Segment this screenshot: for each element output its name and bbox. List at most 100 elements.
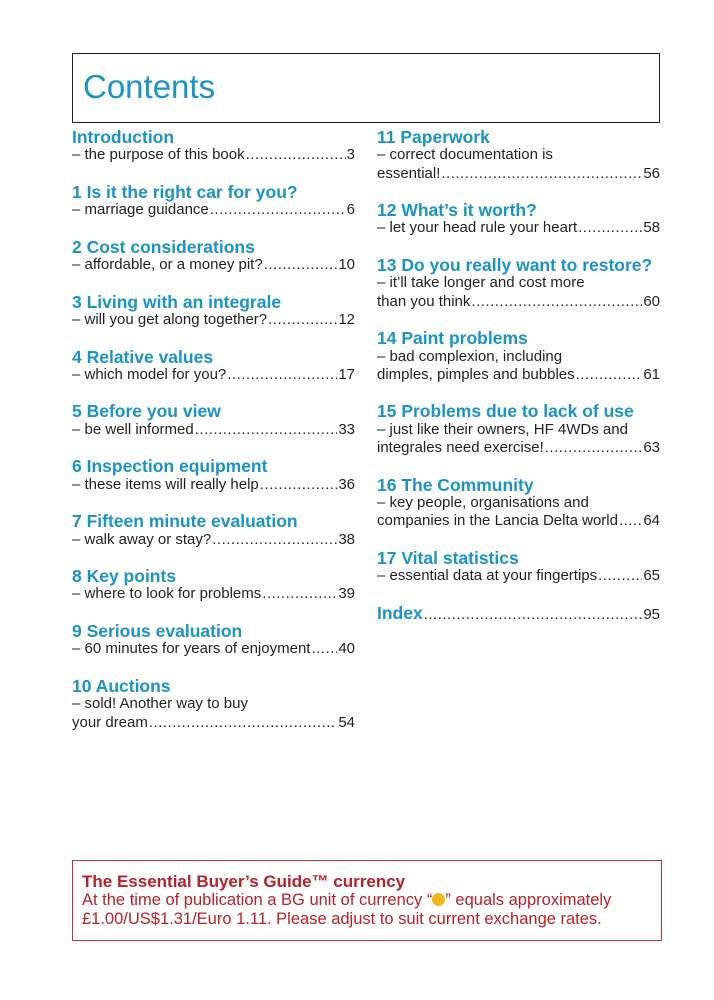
toc-entry-heading: 8 Key points (72, 566, 177, 587)
toc-entry-description: companies in the Lancia Delta world (377, 512, 618, 530)
toc-entry-heading: 14 Paint problems (377, 328, 528, 349)
dot-leader (262, 585, 337, 603)
toc-entry[interactable]: 15 Problems due to lack of use – just lik… (377, 402, 660, 457)
toc-entry[interactable]: 9 Serious evaluation – 60 minutes for yea… (72, 622, 355, 659)
toc-entry-description: – 60 minutes for years of enjoyment (72, 640, 311, 658)
toc-entry-description: – just like their owners, HF 4WDs and (377, 420, 628, 438)
toc-entry-heading: 4 Relative values (72, 346, 214, 367)
toc-entry-description-line: than you think 60 (377, 293, 660, 311)
bg-coin-icon (432, 893, 446, 906)
toc-entry-heading: 9 Serious evaluation (72, 621, 243, 642)
toc-entry-description-line: – walk away or stay? 38 (72, 531, 355, 549)
toc-entry-description: – sold! Another way to buy (72, 695, 248, 713)
dot-leader (268, 311, 337, 329)
toc-entry[interactable]: 3 Living with an integrale – will you get… (72, 291, 355, 330)
toc-page-number: 10 (338, 256, 355, 274)
toc-entry-heading: 10 Auctions (72, 675, 171, 696)
toc-page-number: 33 (338, 420, 355, 438)
currency-notice: The Essential Buyer’s Guide™ currency At… (72, 860, 662, 941)
currency-line-1: At the time of publication a BG unit of … (82, 891, 652, 910)
toc-entry[interactable]: 8 Key points – where to look for problems… (72, 567, 355, 604)
toc-page-number: 38 (338, 530, 355, 548)
toc-entry[interactable]: 10 Auctions – sold! Another way to buy you… (72, 677, 355, 732)
currency-heading: The Essential Buyer’s Guide™ currency (82, 872, 406, 891)
toc-page-number: 36 (338, 475, 355, 493)
toc-entry[interactable]: 12 What’s it worth? – let your head rule … (377, 201, 660, 238)
toc-entry-heading: 5 Before you view (72, 401, 221, 422)
toc-entry-description-line: – affordable, or a money pit? 10 (72, 256, 355, 274)
toc-page-number: 17 (338, 365, 355, 383)
dot-leader (598, 567, 642, 585)
toc-entry-heading: 3 Living with an integrale (72, 291, 282, 312)
toc-entry[interactable]: 11 Paperwork – correct documentation is es… (377, 128, 660, 183)
toc-entry-description-line: – essential data at your fingertips 65 (377, 567, 660, 585)
toc-entry[interactable]: 17 Vital statistics – essential data at y… (377, 549, 660, 586)
toc-entry[interactable]: 16 The Community – key people, organisati… (377, 474, 660, 531)
toc-entry-heading: 1 Is it the right car for you? (72, 181, 298, 202)
toc-entry-heading: 13 Do you really want to restore? (377, 255, 653, 276)
dot-leader (424, 606, 643, 624)
toc-right-column: 11 Paperwork – correct documentation is es… (377, 128, 660, 642)
currency-text: ” equals approximately (445, 891, 612, 909)
toc-entry-description: – let your head rule your heart (377, 219, 578, 237)
toc-entry-heading: 17 Vital statistics (377, 547, 519, 568)
toc-entry-description: – correct documentation is (377, 146, 553, 164)
toc-entry-description: – where to look for problems (72, 585, 262, 603)
toc-entry-heading: Index (377, 602, 423, 623)
toc-entry-description: – affordable, or a money pit? (72, 256, 263, 274)
toc-page-number: 65 (643, 567, 660, 585)
toc-entry-description-line: dimples, pimples and bubbles 61 (377, 366, 660, 384)
toc-entry-heading: 16 The Community (377, 474, 534, 495)
currency-line-2: £1.00/US$1.31/Euro 1.11. Please adjust t… (82, 910, 602, 928)
toc-entry[interactable]: 2 Cost considerations – affordable, or a … (72, 237, 355, 275)
toc-entry-description-line: companies in the Lancia Delta world 64 (377, 512, 660, 530)
dot-leader (246, 146, 346, 164)
toc-page-number: 63 (643, 439, 660, 457)
toc-entry-description: – be well informed (72, 420, 194, 438)
toc-entry-index[interactable]: Index 95 (377, 602, 660, 624)
dot-leader (212, 531, 337, 549)
toc-entry-description: – marriage guidance (72, 201, 209, 219)
page-title: Contents (83, 68, 216, 105)
dot-leader (311, 640, 337, 658)
toc-entry-description: – which model for you? (72, 365, 227, 383)
toc-entry-description-line: – will you get along together? 12 (72, 311, 355, 329)
toc-entry[interactable]: 5 Before you view– be well informed 33 (72, 402, 355, 439)
toc-entry-heading: 7 Fifteen minute evaluation (72, 511, 298, 532)
dot-leader (545, 439, 643, 457)
toc-entry-description: – bad complexion, including (377, 347, 563, 365)
toc-entry-heading: 6 Inspection equipment (72, 456, 268, 477)
toc-entry-description-line: – where to look for problems 39 (72, 585, 355, 603)
toc-entry[interactable]: 7 Fifteen minute evaluation – walk away o… (72, 512, 355, 549)
toc-page-number: 61 (643, 365, 660, 383)
toc-page-number: 54 (338, 713, 355, 731)
toc-entry[interactable]: 6 Inspection equipment – these items will… (72, 457, 355, 494)
dot-leader (264, 256, 338, 274)
toc-entry-heading: 11 Paperwork (377, 127, 490, 147)
toc-entry[interactable]: 14 Paint problems – bad complexion, inclu… (377, 329, 660, 384)
toc-entry-description: integrales need exercise! (377, 439, 544, 457)
toc-entry-description: – the purpose of this book (72, 146, 245, 164)
toc-page-number: 56 (643, 164, 660, 182)
toc-entry[interactable]: 13 Do you really want to restore? – it’ll… (377, 256, 660, 311)
toc-entry-description-line: – be well informed 33 (72, 421, 355, 439)
dot-leader (227, 366, 337, 384)
dot-leader (149, 714, 337, 732)
toc-entry-heading: 12 What’s it worth? (377, 200, 537, 221)
toc-entry-description-line: – 60 minutes for years of enjoyment 40 (72, 640, 355, 658)
toc-entry-description-line: – let your head rule your heart 58 (377, 219, 660, 237)
toc-page-number: 40 (338, 640, 355, 658)
toc-entry[interactable]: 1 Is it the right car for you? – marriage… (72, 183, 355, 220)
toc-page-number: 3 (346, 146, 355, 164)
toc-entry-description: – key people, organisations and (377, 493, 589, 511)
contents-title-box: Contents (72, 53, 660, 123)
toc-entry-description-line: – which model for you? 17 (72, 366, 355, 384)
toc-entry-description: – will you get along together? (72, 310, 268, 328)
toc-entry-heading: Introduction (72, 127, 175, 147)
toc-entry-heading: 15 Problems due to lack of use (377, 401, 634, 422)
toc-page-number: 58 (643, 219, 660, 237)
toc-entry[interactable]: Introduction– the purpose of this book 3 (72, 128, 355, 165)
currency-text: At the time of publication a BG unit of … (82, 891, 433, 909)
dot-leader (619, 512, 642, 530)
toc-entry[interactable]: 4 Relative values– which model for you? 1… (72, 346, 355, 385)
